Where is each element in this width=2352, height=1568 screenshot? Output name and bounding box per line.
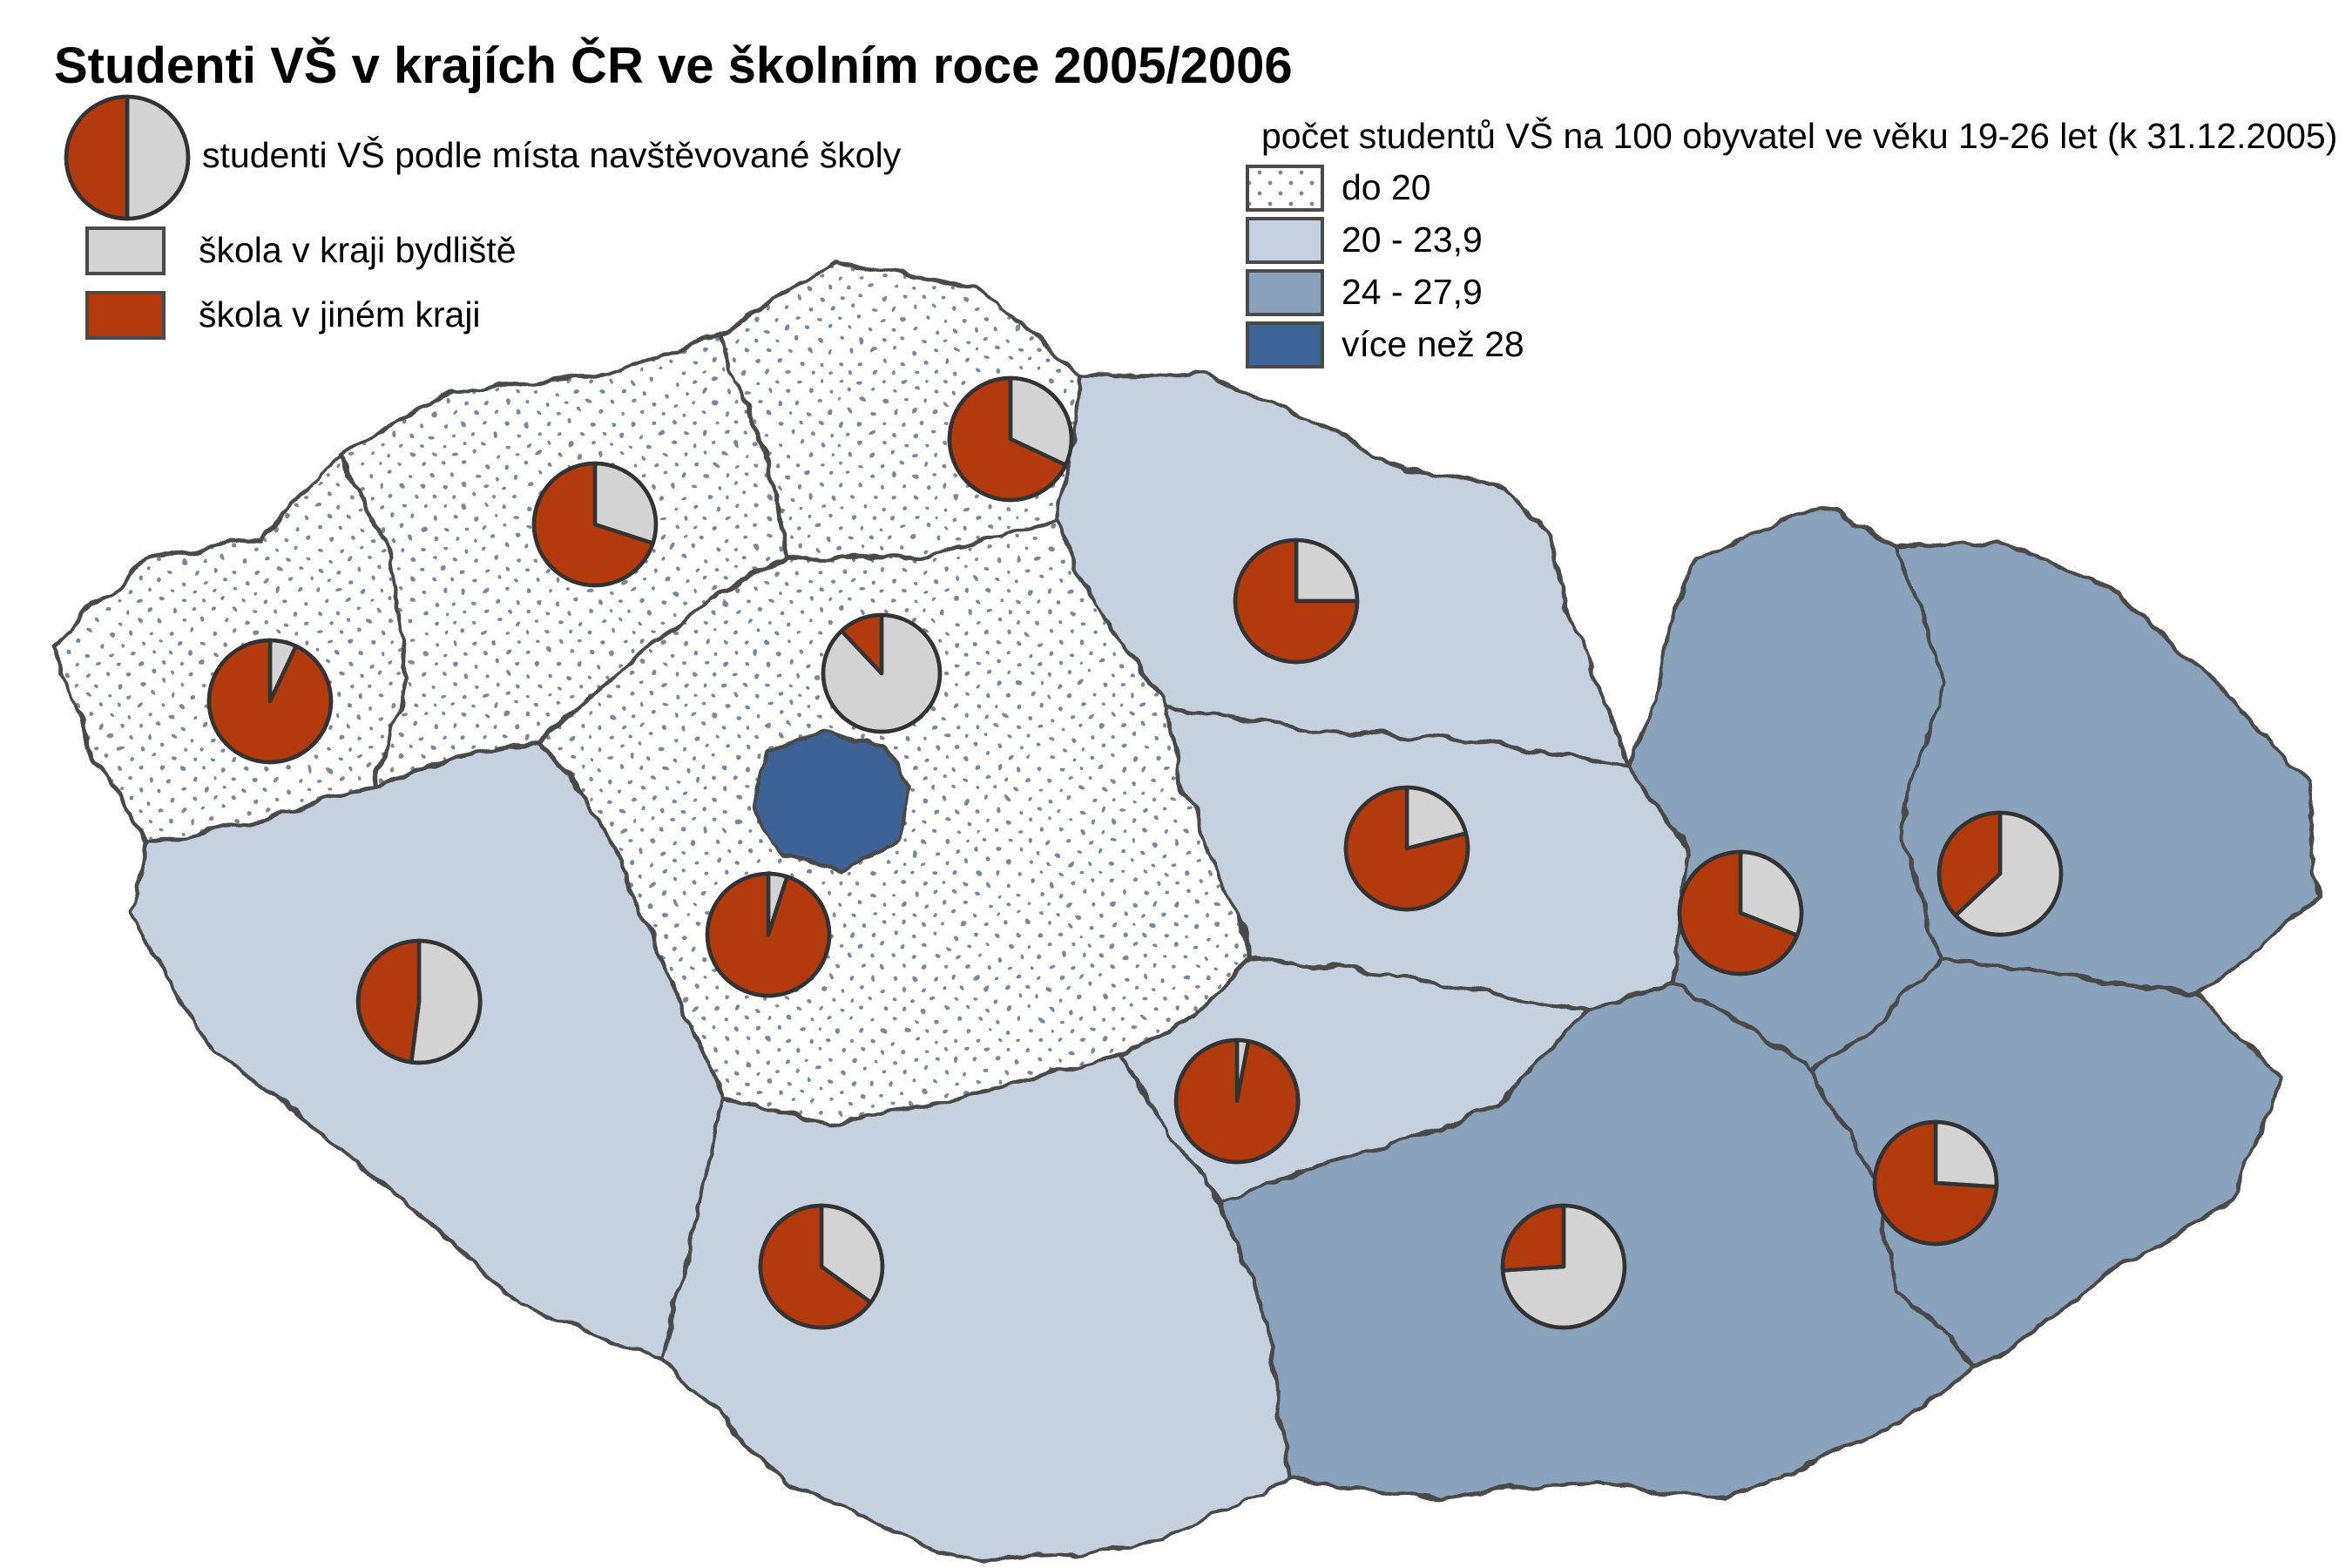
legend-label-do-20: do 20 — [1342, 167, 1431, 207]
pie-legend: studenti VŠ podle místa navštěvované ško… — [64, 94, 902, 340]
pie-jihomoravský — [1500, 1203, 1627, 1330]
pie-královéhradecký — [1233, 537, 1360, 665]
region-pie-charts — [206, 375, 2064, 1330]
pie-pardubický — [1343, 785, 1470, 912]
choropleth-legend: počet studentů VŠ na 100 obyvatel ve věk… — [1246, 116, 2337, 368]
legend-swatch-do-20 — [1246, 165, 1324, 212]
pie-zlínský — [1872, 1119, 1999, 1247]
region-olomoucky — [1626, 503, 1945, 1074]
pie-ústecký — [531, 461, 659, 588]
pie-praha — [821, 612, 943, 734]
legend-label-vice-nez-28: více než 28 — [1342, 324, 1524, 364]
region-karlovarsky — [50, 450, 412, 848]
page-title: Studenti VŠ v krajích ČR ve školním roce… — [54, 37, 1293, 94]
legend-swatch-20-23-9 — [1246, 217, 1324, 264]
pie-legend-sample — [64, 94, 191, 221]
legend-swatch-skola-v-kraji-bydliste — [85, 226, 166, 275]
pie-středočeský — [705, 871, 832, 998]
legend-swatch-skola-v-jinem-kraji — [85, 291, 166, 340]
legend-label-20-23-9: 20 - 23,9 — [1342, 220, 1483, 260]
pie-moravskoslezský — [1936, 810, 2064, 937]
region-praha — [750, 729, 914, 874]
pie-karlovarský — [206, 638, 334, 765]
pie-jihočeský — [758, 1203, 885, 1330]
legend-label-24-27-9: 24 - 27,9 — [1342, 272, 1483, 312]
choropleth-legend-heading: počet studentů VŠ na 100 obyvatel ve věk… — [1261, 116, 2337, 156]
pie-legend-sample-pie — [64, 94, 191, 221]
legend-label-skola-v-jinem-kraji: škola v jiném kraji — [199, 294, 481, 335]
pie-plzeňský — [355, 938, 483, 1065]
legend-swatch-vice-nez-28 — [1246, 321, 1324, 368]
legend-swatch-24-27-9 — [1246, 269, 1324, 316]
pie-olomoucký — [1677, 849, 1804, 977]
pie-legend-heading: studenti VŠ podle místa navštěvované ško… — [202, 135, 902, 175]
pie-liberecký — [947, 375, 1074, 503]
pie-vysočina — [1173, 1037, 1301, 1165]
region-moravskoslezsky — [1896, 537, 2320, 996]
legend-label-skola-v-kraji-bydliste: škola v kraji bydliště — [199, 230, 517, 270]
